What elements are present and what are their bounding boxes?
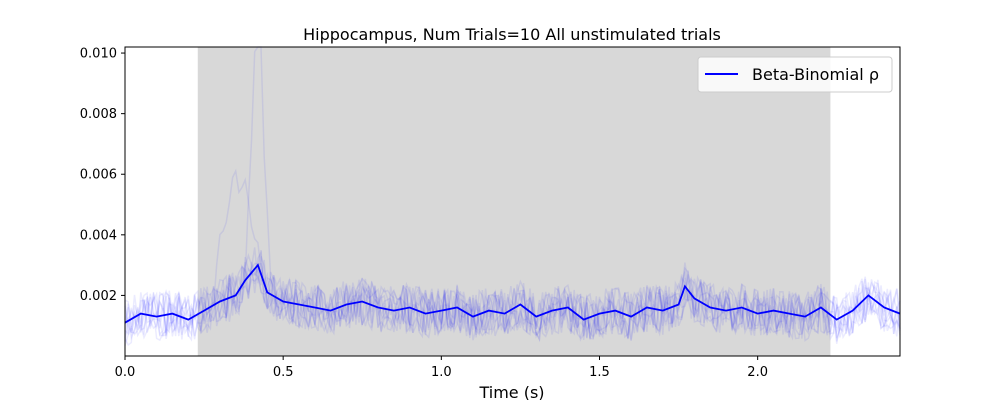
plot-area <box>124 46 901 356</box>
background-trial-trace <box>124 247 901 342</box>
background-trial-trace <box>124 46 901 343</box>
background-trial-trace <box>124 256 901 342</box>
x-tick-label: 2.0 <box>747 365 768 380</box>
background-trial-trace <box>124 168 901 342</box>
background-trial-trace <box>124 272 901 340</box>
x-tick-label: 0.0 <box>115 365 136 380</box>
legend-box <box>697 56 893 93</box>
x-tick-label: 0.5 <box>273 365 294 380</box>
series-line <box>124 263 901 324</box>
x-tick-label: 1.5 <box>589 365 610 380</box>
legend-entry: Beta-Binomial ρ <box>752 65 879 84</box>
chart-title: Hippocampus, Num Trials=10 All unstimula… <box>303 25 721 44</box>
y-tick-label: 0.006 <box>80 168 117 183</box>
x-tick-label: 1.0 <box>431 365 452 380</box>
background-trial-trace <box>124 262 901 342</box>
background-trial-trace <box>124 253 901 344</box>
axes-frame <box>124 46 901 357</box>
y-tick-label: 0.008 <box>80 107 117 122</box>
y-tick-label: 0.002 <box>80 289 117 304</box>
background-trial-trace <box>124 249 901 347</box>
axes: 0.0 0.5 1.0 1.5 2.0 0.002 0.004 0.006 0.008 0.010 <box>80 46 901 380</box>
background-trial-trace <box>124 259 901 342</box>
y-tick-label: 0.004 <box>80 228 117 243</box>
background-trial-trace <box>124 250 901 346</box>
y-tick-label: 0.010 <box>80 47 117 62</box>
legend: Beta-Binomial ρ <box>697 56 893 93</box>
x-axis-label: Time (s) <box>478 383 544 400</box>
